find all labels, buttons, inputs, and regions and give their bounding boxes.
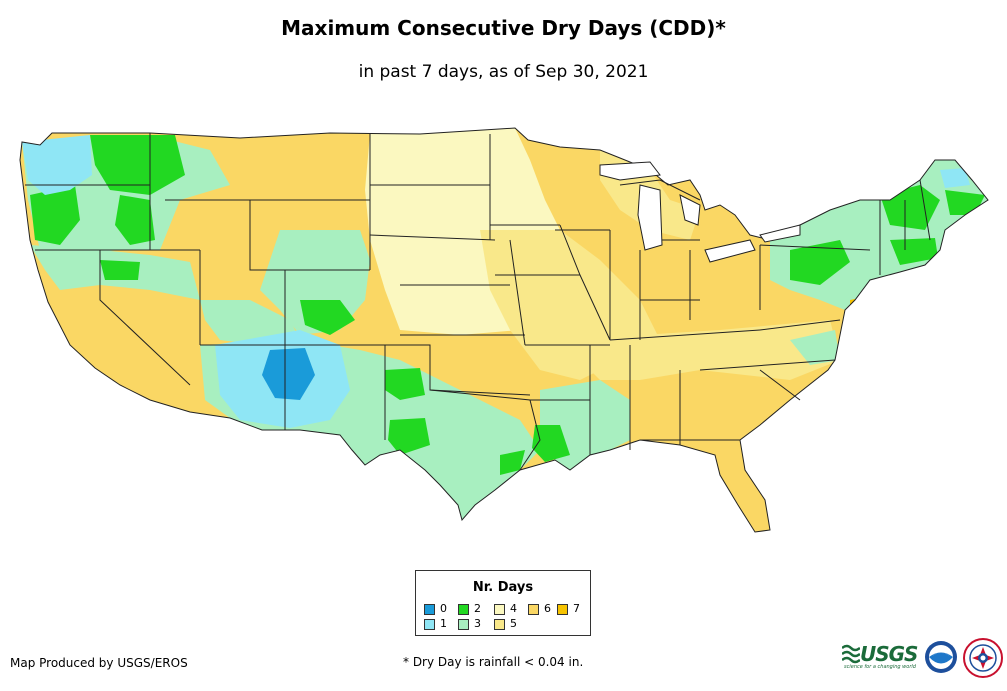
legend-label-5: 5 [510,617,517,630]
noaa-logo-icon [925,641,957,673]
state-borders [19,127,989,533]
legend-label-1: 1 [440,617,447,630]
legend: Nr. Days 0 1 2 3 4 5 6 7 [415,570,591,636]
usgs-tagline: science for a changing world [844,664,916,670]
legend-item-5: 5 [494,618,517,630]
footnote: * Dry Day is rainfall < 0.04 in. [403,655,584,669]
legend-swatch-0 [424,603,435,615]
map-title: Maximum Consecutive Dry Days (CDD)* [281,16,726,40]
usgs-wave-icon [842,644,860,664]
great-lakes [599,161,801,263]
region-0-days [262,348,315,400]
region-7-days [850,298,860,320]
legend-label-7: 7 [573,602,580,615]
legend-swatch-5 [494,618,505,630]
region-3-days-carolina [790,330,840,365]
legend-swatch-7 [557,603,568,615]
legend-title: Nr. Days [472,580,534,595]
legend-label-6: 6 [544,602,551,615]
region-3-days-utah [200,300,300,345]
usgs-wordmark: USGS [860,642,918,666]
legend-item-3: 3 [458,618,481,630]
map-subtitle: in past 7 days, as of Sep 30, 2021 [358,62,649,82]
legend-item-2: 2 [458,603,481,615]
legend-item-7: 7 [557,603,580,615]
map-credit: Map Produced by USGS/EROS [10,656,188,670]
legend-item-0: 0 [424,603,447,615]
legend-swatch-3 [458,618,469,630]
legend-item-4: 4 [494,603,517,615]
legend-swatch-1 [424,618,435,630]
legend-swatch-6 [528,603,539,615]
usgs-logo: USGS science for a changing world [842,642,920,676]
nws-logo-icon [963,638,1003,678]
legend-label-2: 2 [474,602,481,615]
legend-label-3: 3 [474,617,481,630]
legend-swatch-4 [494,603,505,615]
legend-label-4: 4 [510,602,517,615]
legend-item-6: 6 [528,603,551,615]
legend-item-1: 1 [424,618,447,630]
region-2-days [30,135,985,475]
legend-swatch-2 [458,603,469,615]
legend-label-0: 0 [440,602,447,615]
